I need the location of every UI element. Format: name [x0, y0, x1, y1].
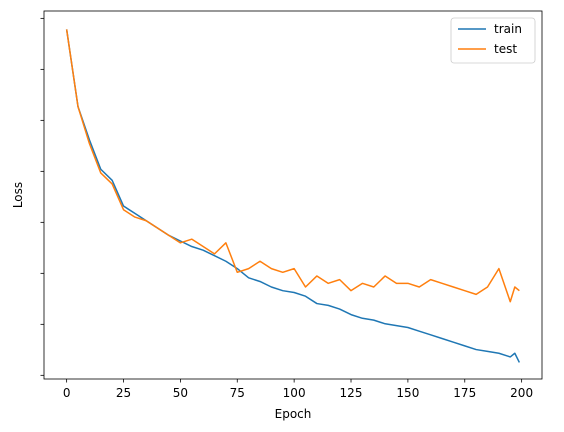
legend: train test [450, 17, 536, 64]
y-axis-label: Loss [11, 182, 25, 208]
series-line-test [65, 29, 520, 303]
x-tick-label: 75 [230, 386, 245, 400]
x-tick-label: 0 [63, 386, 71, 400]
plot-area [65, 29, 521, 363]
legend-box [450, 17, 536, 64]
series-layer [65, 29, 521, 363]
x-tick-label: 100 [283, 386, 306, 400]
x-tick-label: 25 [116, 386, 131, 400]
legend-label-test: test [494, 42, 517, 56]
x-tick-label: 175 [453, 386, 476, 400]
x-axis-label: Epoch [275, 407, 312, 421]
axes-frame [43, 10, 543, 380]
x-axis-ticks: 0 25 50 75 100 125 150 175 200 [63, 379, 533, 400]
x-tick-label: 200 [510, 386, 533, 400]
x-tick-label: 125 [340, 386, 363, 400]
x-tick-label: 50 [173, 386, 188, 400]
x-tick-label: 150 [396, 386, 419, 400]
y-axis-ticks [40, 17, 44, 376]
legend-label-train: train [494, 22, 522, 36]
